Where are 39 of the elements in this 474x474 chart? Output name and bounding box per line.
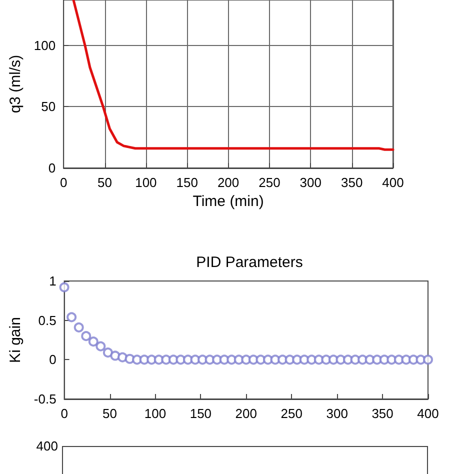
y-tick-label: 0.5	[38, 312, 56, 328]
x-tick-label: 0	[60, 175, 68, 190]
y-tick-label: -0.5	[34, 392, 56, 406]
x-tick-label: 300	[300, 175, 322, 190]
y-axis-title: Ki gain	[7, 317, 24, 363]
y-tick-label: 0	[48, 160, 56, 176]
chart-title: PID Parameters	[196, 254, 303, 271]
x-tick-label: 150	[176, 175, 198, 190]
point	[66, 312, 77, 322]
x-tick-label: 200	[235, 406, 257, 421]
x-tick-label: 0	[60, 406, 68, 421]
x-tick-label: 350	[372, 406, 394, 421]
y-tick-label: 100	[34, 38, 56, 53]
point	[88, 336, 98, 347]
x-tick-label: 50	[102, 406, 117, 421]
point	[96, 341, 106, 352]
line-series	[72, 0, 394, 151]
y-tick-label: 1	[49, 274, 56, 288]
x-tick-label: 400	[417, 406, 439, 421]
y-tick-label: 50	[41, 99, 56, 114]
x-axis-title: Time (min)	[192, 192, 264, 210]
x-tick-label: 250	[280, 406, 302, 421]
x-tick-label: 150	[190, 406, 212, 421]
x-tick-label: 300	[326, 406, 348, 421]
point	[102, 348, 113, 358]
y-tick-label: 0	[49, 352, 56, 368]
x-tick-label: 50	[98, 175, 112, 190]
x-tick-label: 100	[135, 175, 157, 190]
x-tick-label: 400	[382, 175, 404, 190]
text: 400	[36, 438, 58, 454]
point	[59, 282, 70, 292]
point	[81, 331, 92, 342]
point	[423, 354, 433, 365]
point	[74, 322, 84, 332]
x-tick-label: 200	[217, 175, 240, 190]
x-tick-label: 100	[144, 406, 166, 421]
y-axis-title: q3 (ml/s)	[7, 54, 24, 114]
x-tick-label: 250	[258, 175, 280, 190]
x-tick-label: 350	[340, 175, 363, 190]
